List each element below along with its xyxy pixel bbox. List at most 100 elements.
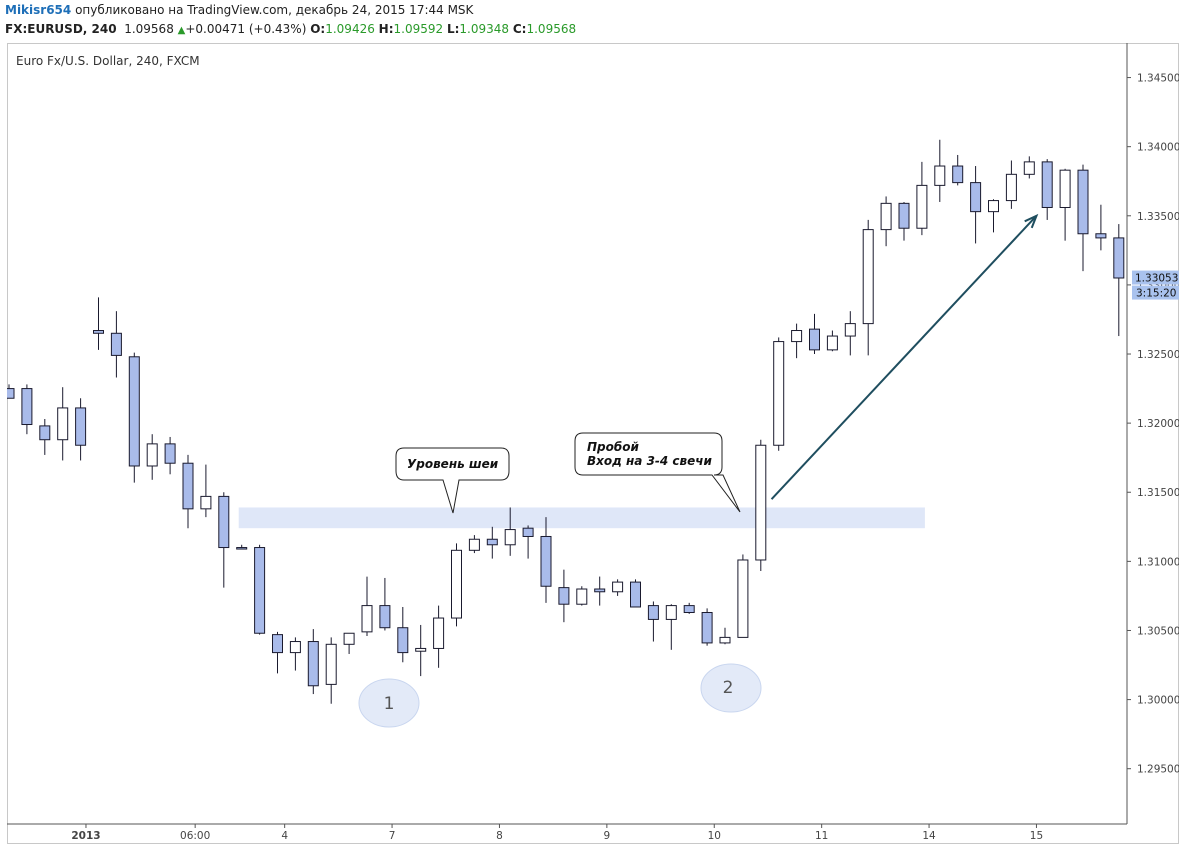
candle[interactable]	[934, 139, 946, 202]
candle[interactable]	[164, 436, 176, 475]
candle[interactable]	[719, 627, 731, 645]
candle[interactable]	[218, 492, 230, 588]
candle[interactable]	[21, 384, 33, 435]
candle[interactable]	[379, 577, 391, 631]
time-tick-label: 15	[1030, 830, 1043, 842]
neckline-callout	[395, 447, 510, 514]
up-arrow-icon: ▲	[177, 25, 186, 36]
candle[interactable]	[809, 313, 820, 355]
candle[interactable]	[1077, 164, 1089, 272]
price-tick-label: 1.31000	[1137, 556, 1179, 568]
candle[interactable]	[1059, 168, 1071, 241]
candle[interactable]	[486, 526, 498, 559]
candle-body	[146, 443, 158, 467]
candle[interactable]	[647, 601, 659, 642]
candle[interactable]	[254, 544, 266, 635]
candle[interactable]	[952, 154, 964, 186]
candle[interactable]	[451, 543, 462, 627]
candle-body	[451, 549, 462, 619]
candle-body	[254, 547, 266, 634]
candle[interactable]	[1113, 224, 1125, 337]
time-tick-label: 8	[496, 830, 503, 842]
candle-body	[128, 356, 140, 467]
candle[interactable]	[683, 602, 695, 614]
candle[interactable]	[93, 297, 104, 350]
candle[interactable]	[110, 311, 122, 378]
price-tick-label: 1.33500	[1137, 211, 1179, 223]
candle[interactable]	[272, 631, 283, 674]
candle[interactable]	[862, 219, 874, 356]
candle[interactable]	[773, 337, 785, 451]
candle[interactable]	[594, 576, 606, 606]
candle[interactable]	[325, 637, 337, 704]
candle[interactable]	[916, 161, 928, 236]
candle[interactable]	[182, 454, 194, 529]
candle-body	[433, 617, 445, 649]
badge-1	[358, 678, 420, 728]
candle[interactable]	[826, 330, 838, 352]
candle[interactable]	[970, 166, 982, 244]
candle[interactable]	[898, 201, 910, 241]
time-tick-label: 2013	[71, 830, 100, 842]
candle-body	[719, 636, 731, 644]
candle-body	[952, 165, 964, 184]
candle[interactable]	[468, 535, 480, 554]
candle-body	[504, 529, 516, 546]
candle[interactable]	[128, 352, 140, 483]
candle[interactable]	[1023, 156, 1035, 179]
breakout-callout-line1: Пробой	[587, 440, 640, 454]
candle[interactable]	[540, 517, 552, 603]
candle[interactable]	[701, 608, 713, 646]
candle-body	[415, 647, 427, 652]
candle[interactable]	[844, 311, 856, 356]
candle[interactable]	[39, 418, 51, 455]
candle[interactable]	[236, 544, 248, 550]
candle[interactable]	[1005, 160, 1017, 209]
candle[interactable]	[504, 507, 516, 556]
time-tick-label: 11	[815, 830, 828, 842]
candle[interactable]	[791, 323, 803, 359]
candle[interactable]	[558, 569, 570, 623]
candle[interactable]	[7, 384, 15, 399]
candle[interactable]	[433, 605, 445, 668]
chart-frame[interactable]: Уровень шеи Пробой Вход на 3-4 свечи 1 2 1.2…	[7, 43, 1179, 844]
candle[interactable]	[1095, 204, 1107, 251]
author-link[interactable]: Mikisr654	[5, 3, 72, 17]
candle-body	[1077, 169, 1089, 235]
countdown-tag-label: 3:15:20	[1136, 288, 1176, 300]
close-value: 1.09568	[526, 22, 577, 36]
candle[interactable]	[737, 554, 749, 638]
candle-body	[612, 581, 624, 593]
candle[interactable]	[522, 525, 534, 559]
candle[interactable]	[75, 398, 87, 461]
price-tick-label: 1.34500	[1137, 73, 1179, 85]
trend-arrow-line	[770, 215, 1038, 500]
candle[interactable]	[361, 576, 373, 637]
candle[interactable]	[630, 579, 641, 608]
candle[interactable]	[307, 629, 319, 695]
candle-body	[164, 443, 176, 464]
low-value: 1.09348	[459, 22, 510, 36]
price-tick-label: 1.29500	[1137, 764, 1179, 776]
neckline-callout-label: Уровень шеи	[407, 457, 499, 471]
candle[interactable]	[576, 586, 588, 606]
candle-body	[200, 495, 212, 510]
candle[interactable]	[343, 632, 355, 654]
candle[interactable]	[289, 637, 301, 671]
candle-body	[325, 643, 337, 685]
candle[interactable]	[200, 464, 212, 518]
high-value: 1.09592	[393, 22, 444, 36]
candle[interactable]	[1041, 159, 1053, 220]
high-label: H:	[378, 22, 394, 36]
candle[interactable]	[415, 624, 427, 677]
candle[interactable]	[612, 579, 624, 596]
last-price: 1.09568	[124, 22, 174, 36]
candle[interactable]	[397, 606, 409, 663]
candle[interactable]	[880, 196, 892, 247]
candle[interactable]	[665, 604, 677, 650]
candle[interactable]	[57, 387, 69, 461]
candle[interactable]	[755, 439, 767, 572]
candle[interactable]	[146, 434, 158, 480]
candle[interactable]	[988, 199, 999, 233]
